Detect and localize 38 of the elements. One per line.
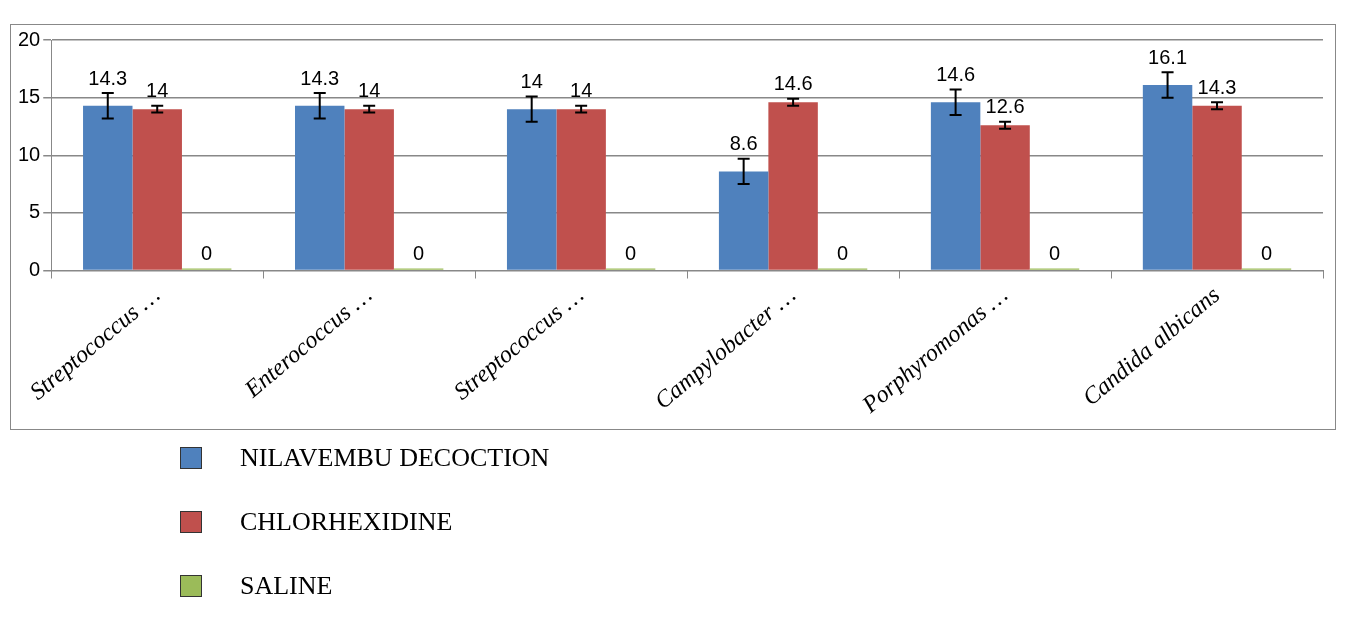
legend-label: SALINE bbox=[240, 571, 333, 601]
bar bbox=[1142, 84, 1193, 270]
y-tick-label: 0 bbox=[29, 258, 41, 281]
bar bbox=[506, 109, 557, 270]
data-label: 14.3 bbox=[88, 66, 128, 89]
bar bbox=[980, 125, 1030, 270]
data-label: 8.6 bbox=[729, 132, 758, 155]
y-tick-label: 15 bbox=[18, 85, 41, 108]
legend-label: NILAVEMBU DECOCTION bbox=[240, 443, 550, 473]
y-tick-label: 5 bbox=[29, 200, 41, 223]
bar bbox=[768, 102, 818, 270]
data-label: 0 bbox=[413, 242, 425, 265]
data-label: 14 bbox=[146, 79, 169, 102]
bar bbox=[344, 109, 394, 270]
data-label: 14.6 bbox=[936, 63, 976, 86]
data-label: 14.3 bbox=[300, 66, 340, 89]
data-label: 14 bbox=[520, 69, 543, 92]
data-label: 14.3 bbox=[1197, 75, 1237, 98]
bar bbox=[295, 105, 345, 270]
data-label: 14 bbox=[358, 79, 381, 102]
data-label: 0 bbox=[1260, 242, 1273, 265]
data-label: 14 bbox=[570, 79, 593, 102]
bar bbox=[930, 102, 981, 270]
bar bbox=[556, 109, 606, 270]
bar bbox=[1192, 105, 1242, 270]
data-label: 12.6 bbox=[985, 95, 1025, 118]
y-tick-label: 20 bbox=[18, 27, 41, 50]
bar bbox=[132, 109, 182, 270]
data-label: 0 bbox=[625, 242, 637, 265]
bar bbox=[83, 105, 133, 270]
data-label: 16.1 bbox=[1148, 45, 1188, 68]
data-label: 0 bbox=[1048, 242, 1061, 265]
bar bbox=[718, 171, 769, 270]
legend-label: CHLORHEXIDINE bbox=[240, 507, 453, 537]
y-tick-label: 10 bbox=[18, 142, 41, 165]
data-label: 0 bbox=[837, 242, 849, 265]
data-label: 0 bbox=[201, 242, 213, 265]
data-label: 14.6 bbox=[773, 72, 813, 95]
